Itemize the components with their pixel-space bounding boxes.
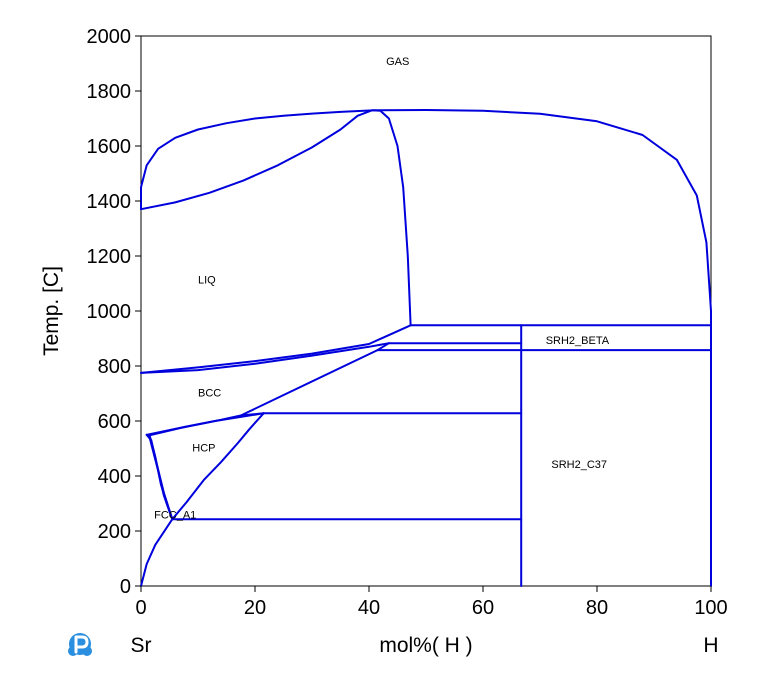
y-axis-title: Temp. [C]: [40, 266, 63, 356]
phase-label-fcc-a1: FCC_A1: [154, 510, 196, 522]
phase-boundary-line-11: [148, 412, 265, 437]
phase-label-srh2-beta: SRH2_BETA: [546, 335, 610, 347]
phase-label-bcc: BCC: [198, 387, 221, 399]
y-tick-label-1000: 1000: [87, 301, 132, 323]
y-tick-label-2000: 2000: [87, 26, 132, 48]
phase-boundary-line-1: [140, 109, 712, 587]
y-tick-label-400: 400: [98, 466, 131, 488]
phase-region-labels: GAS LIQ BCC HCP FCC_A1 SRH2_BETA SRH2_C37: [154, 56, 610, 522]
plot-frame: [140, 35, 712, 587]
phase-boundary-line-5: [140, 342, 390, 374]
x-tick-label-0: 0: [135, 597, 146, 619]
y-tick-label-600: 600: [98, 411, 131, 433]
x-axis-left-element-label: Sr: [131, 634, 152, 657]
phase-boundary-lines: [140, 109, 712, 587]
x-axis-right-element-label: H: [703, 634, 718, 657]
y-tick-label-1400: 1400: [87, 191, 132, 213]
y-tick-label-200: 200: [98, 521, 131, 543]
y-tick-label-0: 0: [120, 576, 131, 598]
plot-border: [140, 35, 712, 587]
phase-label-srh2-c37: SRH2_C37: [551, 459, 607, 471]
y-tick-label-800: 800: [98, 356, 131, 378]
phase-boundary-line-4: [140, 324, 412, 374]
x-tick-label-60: 60: [472, 597, 494, 619]
phase-boundary-line-9: [239, 349, 379, 417]
x-tick-label-80: 80: [586, 597, 608, 619]
phase-label-liq: LIQ: [198, 275, 216, 287]
pandat-logo-icon: [68, 633, 92, 656]
x-tick-label-40: 40: [358, 597, 380, 619]
x-axis-ticks: 0 20 40 60 80 100: [135, 586, 728, 619]
x-tick-label-20: 20: [244, 597, 266, 619]
y-tick-label-1800: 1800: [87, 81, 132, 103]
x-axis-title: mol%( H ): [379, 634, 472, 657]
y-axis-ticks: 0 200 400 600 800 1000 1200 1400 1600 1800 2000: [87, 26, 141, 598]
phase-boundary-line-13: [140, 412, 265, 587]
x-tick-label-100: 100: [694, 597, 727, 619]
phase-boundary-line-7: [376, 342, 390, 352]
phase-label-gas: GAS: [386, 56, 409, 68]
phase-label-hcp: HCP: [192, 442, 215, 454]
y-tick-label-1600: 1600: [87, 136, 132, 158]
y-tick-label-1200: 1200: [87, 246, 132, 268]
phase-boundary-line-2: [140, 109, 412, 326]
phase-boundary-line-16: [148, 434, 174, 521]
